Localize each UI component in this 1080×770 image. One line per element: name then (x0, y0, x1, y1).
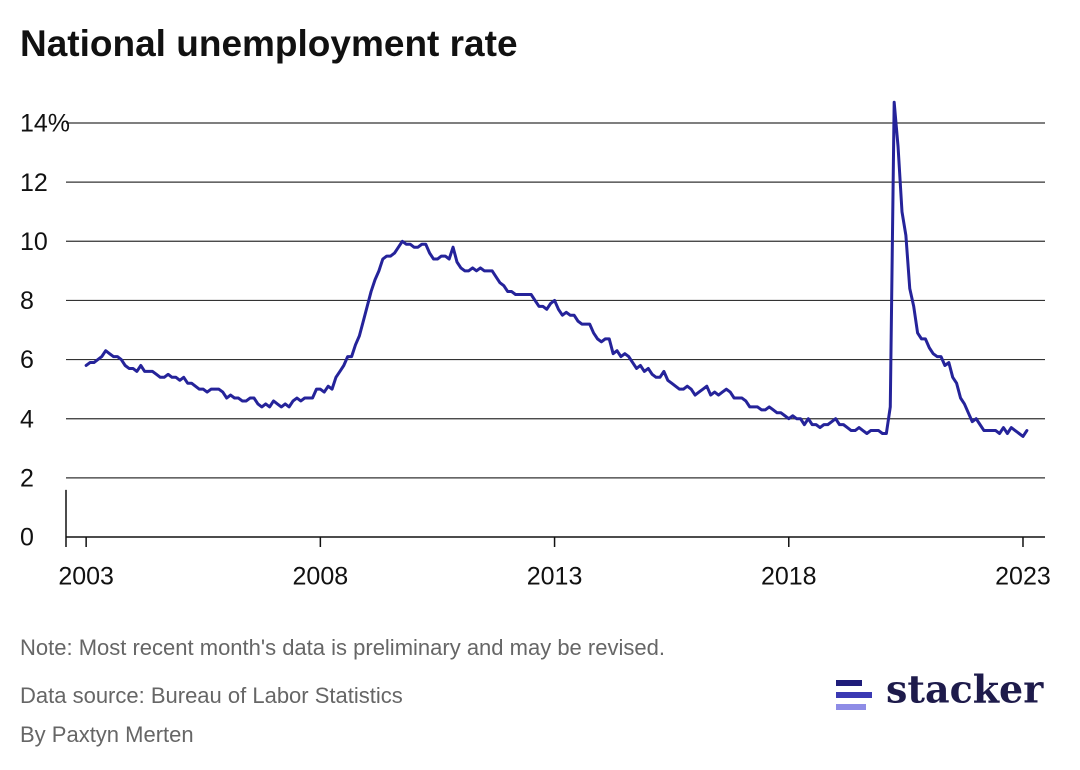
x-tick-label: 2018 (761, 563, 817, 591)
note: Note: Most recent month's data is prelim… (20, 635, 665, 660)
chart-title: National unemployment rate (20, 23, 518, 64)
y-tick-label: 8 (20, 287, 34, 315)
y-tick-label: 2 (20, 464, 34, 492)
logo-text: stacker (886, 667, 1044, 712)
y-tick-label: 14% (20, 110, 70, 138)
byline: By Paxtyn Merten (20, 722, 194, 747)
y-tick-label: 4 (20, 405, 34, 433)
data-line (84, 100, 1029, 438)
y-tick-label: 6 (20, 346, 34, 374)
x-tick-label: 2008 (293, 563, 349, 591)
y-tick-label: 10 (20, 228, 48, 256)
source: Data source: Bureau of Labor Statistics (20, 683, 403, 708)
x-tick-label: 2003 (58, 563, 114, 591)
y-tick-label: 12 (20, 169, 48, 197)
y-tick-label: 0 (20, 524, 34, 552)
x-tick-label: 2013 (527, 563, 583, 591)
x-tick-label: 2023 (995, 563, 1051, 591)
logo-icon (836, 680, 872, 710)
